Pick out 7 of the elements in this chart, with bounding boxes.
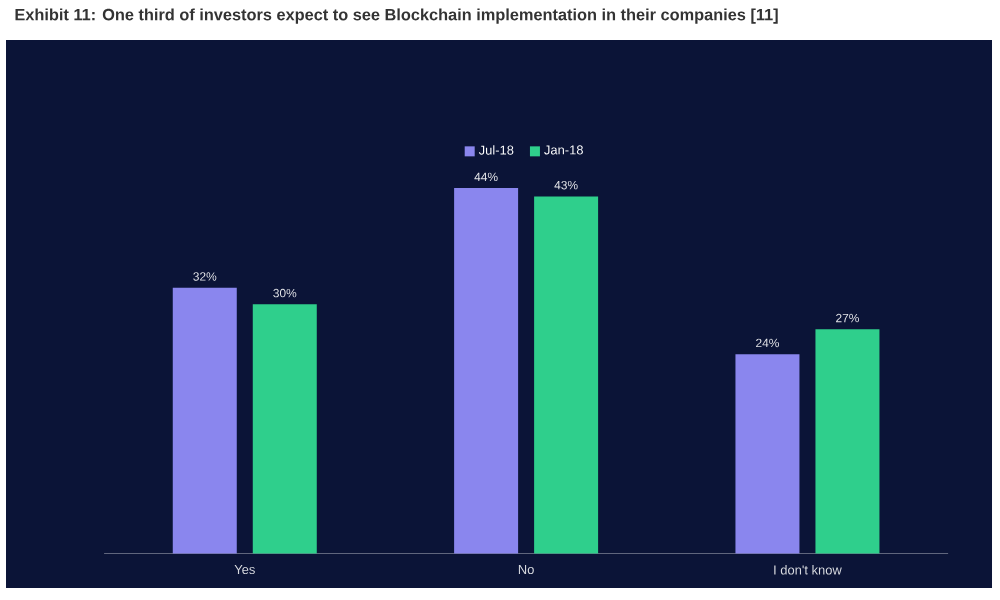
bar [815,329,880,554]
bar [172,287,237,554]
bar [252,304,317,554]
bar [735,354,800,554]
bar [534,196,599,554]
chart-title: Exhibit 11: One third of investors expect to see Blockchain implementation in their companies [11] [15,8,778,24]
bar [454,188,519,554]
